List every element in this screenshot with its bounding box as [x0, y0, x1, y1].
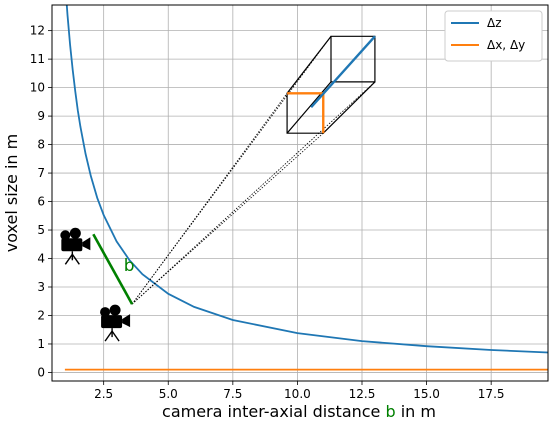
plot-area-frame — [51, 4, 549, 382]
y-tick-label: 6 — [37, 195, 45, 209]
film-reel-front — [69, 227, 81, 239]
voxel-box-edge — [286, 35, 332, 94]
x-tick-label: 7.5 — [223, 387, 242, 401]
plot-area-background — [52, 5, 548, 381]
camera-body — [61, 238, 83, 252]
camera-lens — [122, 314, 131, 328]
voxel-dz-highlight — [310, 35, 376, 109]
view-ray — [131, 81, 376, 305]
x-tick-label: 2.5 — [94, 387, 113, 401]
x-axis-label-part-3: in m — [396, 402, 436, 421]
y-tick-label: 5 — [37, 223, 45, 237]
tripod-leg — [111, 330, 120, 342]
y-tick-label: 3 — [37, 280, 45, 294]
tripod-leg — [64, 253, 73, 265]
video-camera-icon-bottom — [100, 304, 131, 342]
voxel-box-edge — [286, 81, 332, 134]
camera-body — [101, 315, 123, 329]
legend: Δz Δx, Δy — [444, 10, 543, 62]
y-tick-label: 12 — [30, 24, 45, 38]
y-tick-label: 10 — [30, 81, 45, 95]
x-axis-ticks: 2.5 5.0 7.5 10.0 12.5 15.0 17.5 — [94, 381, 505, 401]
y-tick-label: 1 — [37, 337, 45, 351]
voxel-box-edge — [322, 81, 376, 134]
y-tick-label: 8 — [37, 138, 45, 152]
series-line-dz — [65, 5, 548, 354]
x-tick-label: 15.0 — [413, 387, 440, 401]
tripod-leg — [104, 330, 113, 342]
y-tick-label: 2 — [37, 308, 45, 322]
annotation-group: b — [92, 35, 376, 305]
legend-label-dxdy: Δx, Δy — [487, 38, 525, 52]
baseline-b-label: b — [124, 256, 135, 276]
y-tick-label: 4 — [37, 252, 45, 266]
film-reel-front — [109, 304, 121, 316]
camera-lens — [82, 237, 91, 251]
x-axis-label-part-1: camera inter-axial distance — [162, 402, 385, 421]
view-ray — [131, 132, 324, 305]
x-tick-label: 5.0 — [159, 387, 178, 401]
camera-icons — [60, 227, 131, 342]
x-tick-label: 17.5 — [478, 387, 505, 401]
baseline-b-line — [92, 233, 134, 305]
x-axis-label: camera inter-axial distance b in m — [162, 402, 436, 421]
voxel-box-far-face — [330, 35, 376, 83]
x-tick-label: 12.5 — [349, 387, 376, 401]
video-camera-icon-top — [60, 227, 91, 265]
y-tick-label: 7 — [37, 166, 45, 180]
y-axis-label: voxel size in m — [2, 134, 21, 252]
x-axis-label-b: b — [385, 402, 395, 421]
x-tick-label: 10.0 — [284, 387, 311, 401]
film-reel-back — [100, 307, 111, 318]
tripod-leg — [71, 253, 80, 265]
series-group — [64, 5, 548, 371]
y-tick-label: 9 — [37, 109, 45, 123]
film-reel-back — [60, 230, 71, 241]
y-tick-label: 11 — [30, 52, 45, 66]
legend-label-dz: Δz — [487, 16, 502, 30]
y-tick-label: 0 — [37, 365, 45, 379]
